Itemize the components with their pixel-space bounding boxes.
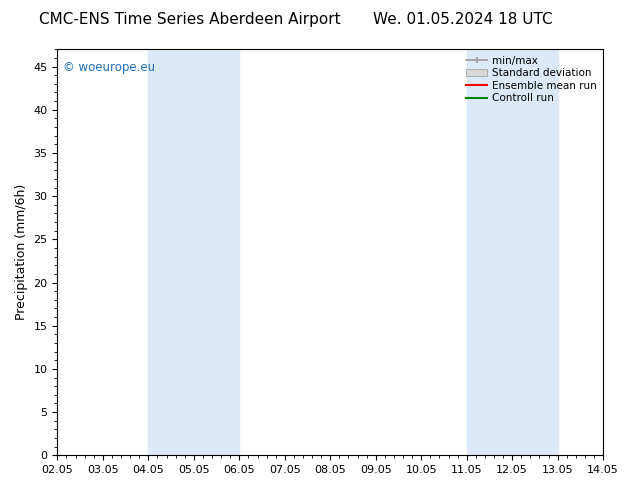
Y-axis label: Precipitation (mm/6h): Precipitation (mm/6h) (15, 184, 28, 320)
Legend: min/max, Standard deviation, Ensemble mean run, Controll run: min/max, Standard deviation, Ensemble me… (463, 52, 600, 106)
Text: © woeurope.eu: © woeurope.eu (63, 61, 155, 74)
Text: CMC-ENS Time Series Aberdeen Airport: CMC-ENS Time Series Aberdeen Airport (39, 12, 341, 27)
Bar (467, 49, 558, 455)
Bar (148, 49, 239, 455)
Text: We. 01.05.2024 18 UTC: We. 01.05.2024 18 UTC (373, 12, 553, 27)
